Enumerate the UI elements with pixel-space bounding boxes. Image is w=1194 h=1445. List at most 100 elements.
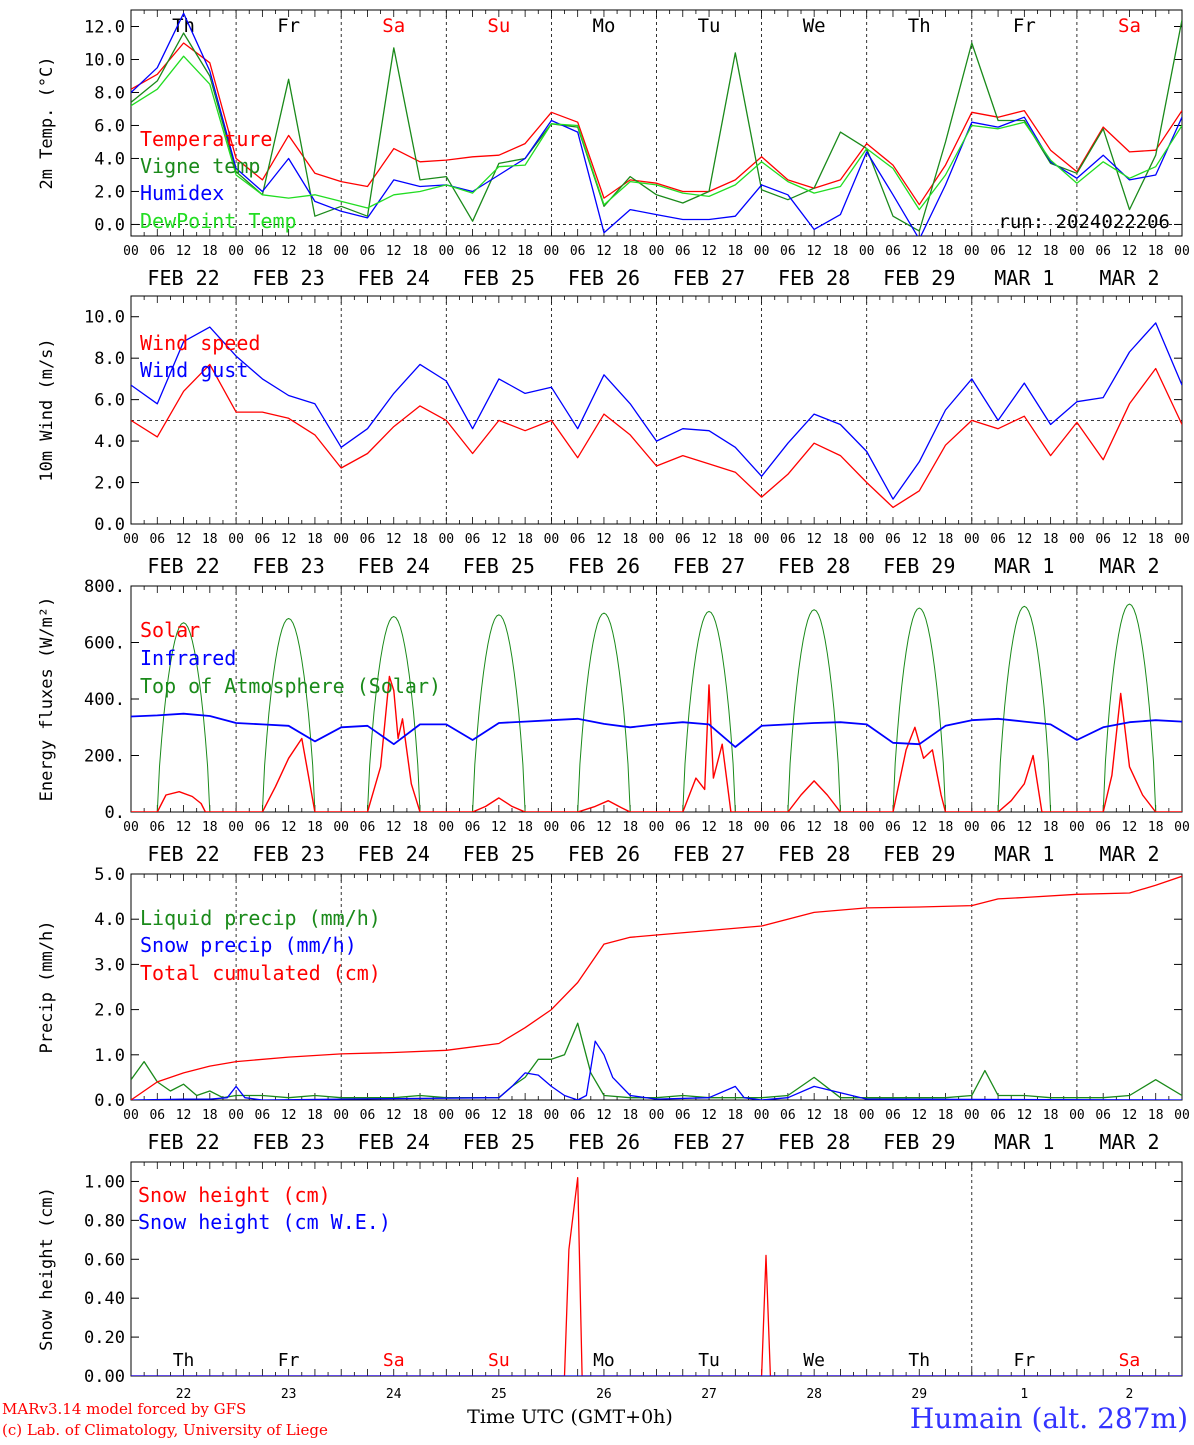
y-tick-label: 12.0 [84, 17, 125, 37]
day-of-week-label: Th [172, 15, 195, 37]
y-axis-label: 2m Temp. (°C) [37, 56, 57, 189]
x-hour-label: 18 [938, 244, 954, 259]
x-hour-label: 12 [281, 532, 297, 547]
day-of-week-label: Th [173, 1350, 195, 1371]
x-hour-label: 06 [990, 532, 1006, 547]
x-hour-label: 12 [176, 244, 192, 259]
x-hour-label: 06 [780, 532, 796, 547]
y-tick-label: 0.40 [84, 1289, 125, 1309]
y-tick-label: 2.0 [94, 474, 125, 494]
toa-solar-line [656, 610, 762, 812]
x-daynum-label: 26 [596, 1387, 612, 1402]
x-hour-label: 00 [228, 244, 244, 259]
y-tick-label: 2.0 [94, 1001, 125, 1021]
x-hour-label: 00 [438, 532, 454, 547]
solar-line [656, 684, 762, 812]
x-hour-label: 18 [307, 1108, 323, 1123]
legend-entry: Humidex [140, 181, 224, 205]
y-axis-label: 10m Wind (m/s) [37, 338, 57, 481]
x-daynum-label: 23 [281, 1387, 297, 1402]
x-hour-label: 06 [255, 532, 271, 547]
x-hour-label: 18 [517, 532, 533, 547]
toa-solar-line [551, 612, 657, 812]
legend-entry: Top of Atmosphere (Solar) [140, 674, 441, 698]
day-of-week-label: Th [908, 15, 931, 37]
x-hour-label: 06 [990, 820, 1006, 835]
x-hour-label: 00 [1174, 820, 1190, 835]
x-hour-label: 00 [859, 532, 875, 547]
x-date-label: FEB 22 [147, 554, 219, 578]
x-hour-label: 18 [1043, 820, 1059, 835]
day-of-week-label: Su [487, 15, 510, 37]
x-hour-label: 12 [911, 820, 927, 835]
x-hour-label: 18 [1043, 244, 1059, 259]
infrared-line [131, 712, 1182, 748]
x-hour-label: 18 [202, 532, 218, 547]
dewpoint-temp-line [131, 55, 1182, 211]
panel-1: 0.0 2.0 4.0 6.0 8.0 10.0 12.0 2m Temp. (°C) 00 06… [37, 9, 1190, 290]
x-hour-label: 06 [255, 1108, 271, 1123]
x-date-label: FEB 22 [147, 842, 219, 866]
y-tick-label: 0.0 [94, 1091, 125, 1111]
x-hour-label: 18 [202, 244, 218, 259]
y-tick-label: 4.0 [94, 910, 125, 930]
y-tick-label: 200. [84, 747, 125, 767]
legend-entry: Snow precip (mm/h) [140, 933, 357, 957]
x-hour-label: 06 [255, 244, 271, 259]
y-tick-label: 0.60 [84, 1250, 125, 1270]
legend-entry: Wind speed [140, 331, 260, 355]
x-date-label: FEB 29 [883, 1130, 955, 1154]
solar-line [971, 754, 1077, 812]
x-hour-label: 12 [281, 244, 297, 259]
solar-line [341, 675, 447, 812]
toa-solar-line [236, 618, 342, 812]
x-hour-label: 12 [911, 532, 927, 547]
x-hour-label: 18 [1043, 1108, 1059, 1123]
x-hour-label: 00 [859, 244, 875, 259]
x-hour-label: 12 [596, 1108, 612, 1123]
x-hour-label: 12 [911, 1108, 927, 1123]
legend-entry: Snow height (cm W.E.) [138, 1210, 391, 1234]
day-of-week-label: Fr [1014, 1350, 1036, 1371]
x-hour-label: 12 [911, 244, 927, 259]
x-date-label: FEB 25 [463, 554, 535, 578]
day-of-week-label: We [803, 15, 826, 37]
x-hour-label: 18 [833, 532, 849, 547]
x-hour-label: 12 [176, 1108, 192, 1123]
x-hour-label: 12 [1017, 820, 1033, 835]
legend-entry: Temperature [140, 127, 272, 151]
x-daynum-label: 29 [911, 1387, 927, 1402]
x-hour-label: 06 [780, 244, 796, 259]
day-of-week-label: Sa [1119, 1350, 1141, 1371]
y-tick-label: 0.0 [94, 215, 125, 235]
x-hour-label: 06 [780, 1108, 796, 1123]
x-hour-label: 00 [228, 532, 244, 547]
x-hour-label: 12 [701, 244, 717, 259]
x-date-label: FEB 22 [147, 1130, 219, 1154]
x-hour-label: 00 [123, 532, 139, 547]
series-group [131, 12, 1182, 236]
toa-solar-line [446, 614, 552, 812]
x-hour-label: 06 [1095, 532, 1111, 547]
x-hour-label: 12 [386, 244, 402, 259]
series-group [131, 875, 1182, 1100]
panel-5: 0.00 0.20 0.40 0.60 0.80 1.00 Snow height (cm)… [37, 1161, 1183, 1402]
x-daynum-label: 1 [1020, 1387, 1028, 1402]
day-of-week-label: Th [908, 1350, 930, 1371]
x-date-label: FEB 25 [463, 842, 535, 866]
x-hour-label: 06 [570, 1108, 586, 1123]
day-of-week-label: Mo [593, 15, 616, 37]
x-hour-label: 18 [307, 820, 323, 835]
y-tick-label: 10.0 [84, 50, 125, 70]
x-date-label: FEB 27 [673, 842, 745, 866]
x-hour-label: 00 [649, 532, 665, 547]
x-hour-label: 18 [938, 1108, 954, 1123]
x-date-label: MAR 2 [1099, 266, 1159, 290]
x-hour-label: 00 [1174, 532, 1190, 547]
x-date-label: MAR 1 [994, 266, 1054, 290]
day-of-week-label: Tu [698, 1350, 720, 1371]
day-of-week-label: Tu [698, 15, 721, 37]
x-date-label: MAR 1 [994, 1130, 1054, 1154]
total-cumulated-cm-line [131, 875, 1182, 1100]
